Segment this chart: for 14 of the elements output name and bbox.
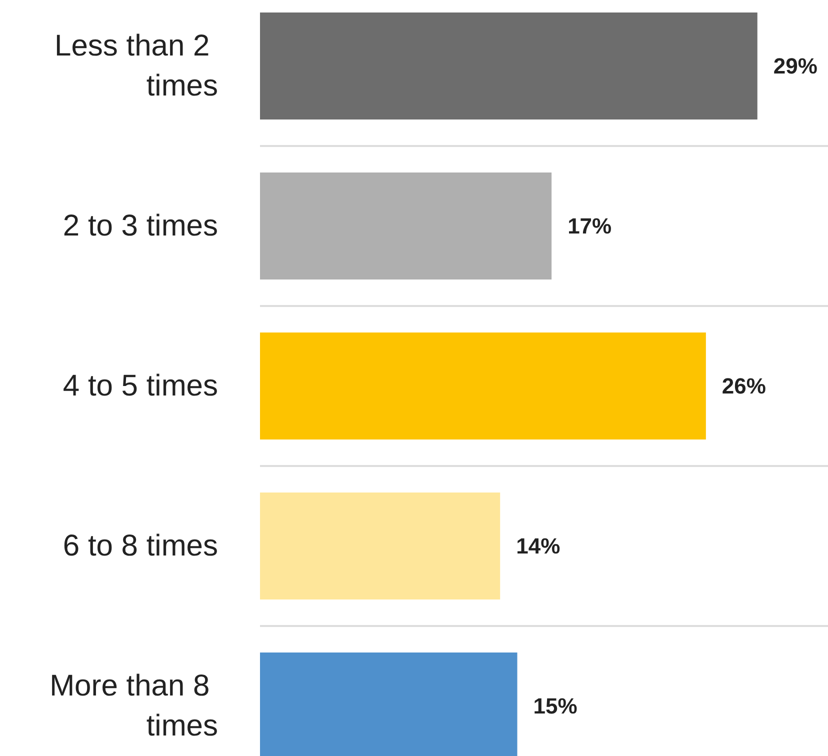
y-tick-label: 4 to 5 times (62, 370, 218, 402)
data-label: 14% (516, 534, 560, 558)
y-tick-label: Less than 2 times (54, 30, 218, 102)
y-tick-label: More than 8 times (50, 670, 218, 742)
bar (260, 172, 552, 280)
y-tick-label: 6 to 8 times (62, 530, 218, 562)
bar (260, 492, 500, 600)
bar (260, 12, 758, 120)
bar (260, 332, 706, 440)
data-label: 17% (568, 214, 612, 238)
data-label: 29% (773, 54, 818, 78)
data-label: 26% (722, 374, 766, 398)
y-tick-label: 2 to 3 times (62, 210, 218, 242)
data-label: 15% (533, 694, 578, 718)
